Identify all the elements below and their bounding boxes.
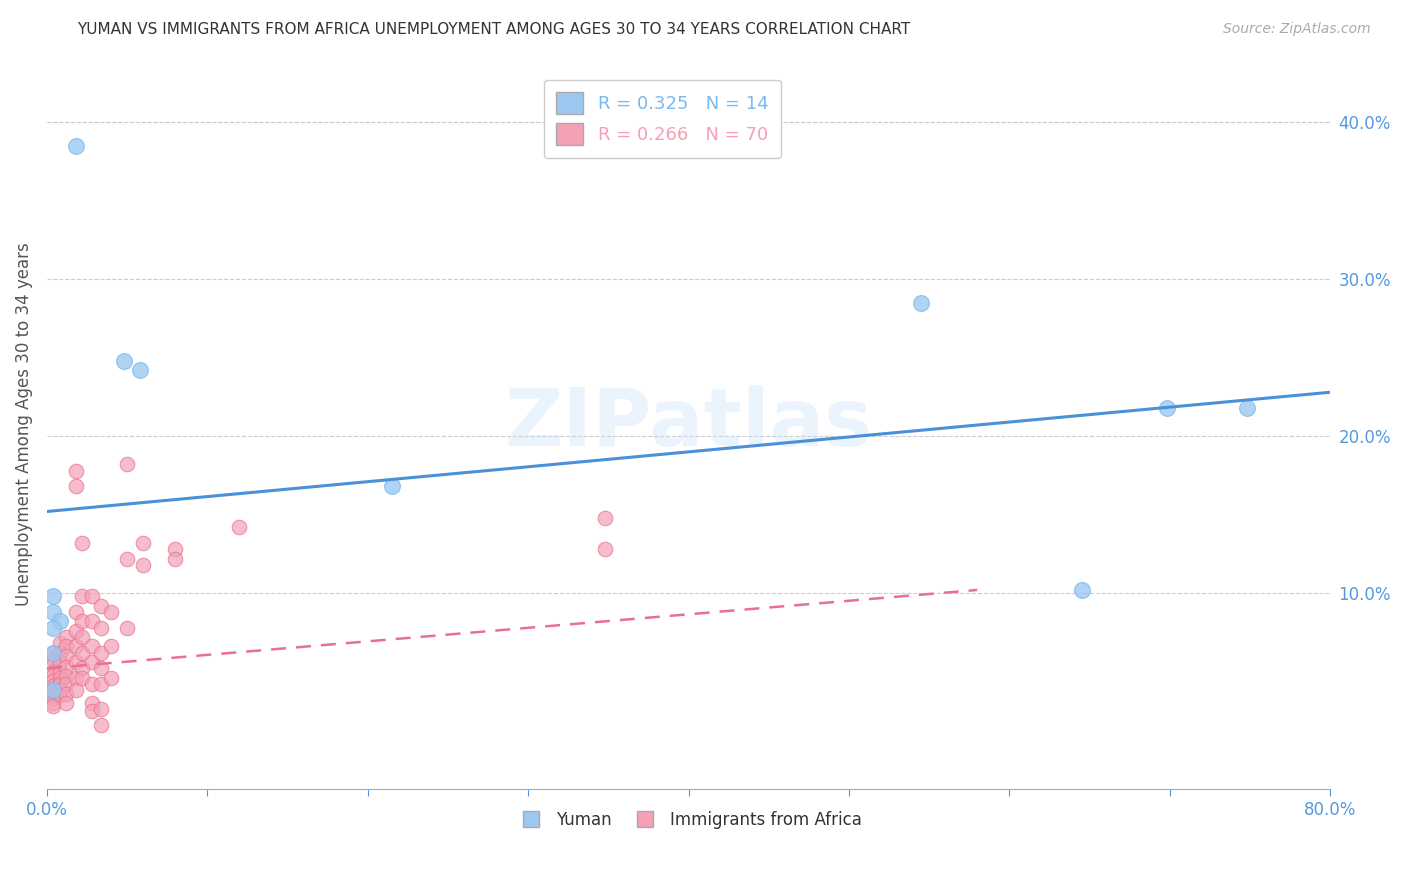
Point <box>100 671 122 685</box>
Point <box>70 615 93 629</box>
Point <box>593 542 616 557</box>
Point <box>48 677 70 691</box>
Point <box>1236 401 1258 415</box>
Point <box>65 605 87 619</box>
Point <box>48 615 70 629</box>
Point <box>42 605 65 619</box>
Point <box>80 696 103 710</box>
Point <box>42 621 65 635</box>
Point <box>65 464 87 478</box>
Point <box>65 683 87 698</box>
Point <box>55 630 77 644</box>
Point <box>381 479 404 493</box>
Point <box>42 683 65 698</box>
Point <box>90 718 112 732</box>
Point <box>70 536 93 550</box>
Point <box>55 696 77 710</box>
Point <box>70 671 93 685</box>
Point <box>42 699 65 714</box>
Point <box>115 458 138 472</box>
Point <box>48 665 70 679</box>
Point <box>165 542 187 557</box>
Point <box>42 683 65 698</box>
Legend: Yuman, Immigrants from Africa: Yuman, Immigrants from Africa <box>508 805 869 836</box>
Point <box>80 589 103 603</box>
Point <box>910 295 932 310</box>
Point <box>90 702 112 716</box>
Y-axis label: Unemployment Among Ages 30 to 34 years: Unemployment Among Ages 30 to 34 years <box>15 243 32 607</box>
Point <box>90 599 112 613</box>
Point <box>100 605 122 619</box>
Point <box>55 677 77 691</box>
Point <box>42 646 65 660</box>
Point <box>90 646 112 660</box>
Point <box>90 677 112 691</box>
Point <box>42 652 65 666</box>
Point <box>48 646 70 660</box>
Point <box>70 661 93 675</box>
Point <box>165 551 187 566</box>
Point <box>48 636 70 650</box>
Point <box>48 655 70 669</box>
Point <box>42 679 65 693</box>
Point <box>80 655 103 669</box>
Point <box>55 640 77 654</box>
Point <box>48 683 70 698</box>
Point <box>80 677 103 691</box>
Point <box>132 536 155 550</box>
Point <box>132 558 155 572</box>
Point <box>70 630 93 644</box>
Point <box>129 363 152 377</box>
Point <box>42 665 65 679</box>
Point <box>112 354 135 368</box>
Text: Source: ZipAtlas.com: Source: ZipAtlas.com <box>1223 22 1371 37</box>
Point <box>65 671 87 685</box>
Point <box>65 139 87 153</box>
Point <box>55 686 77 700</box>
Point <box>115 621 138 635</box>
Point <box>90 661 112 675</box>
Point <box>1070 582 1092 597</box>
Point <box>70 646 93 660</box>
Point <box>90 621 112 635</box>
Point <box>42 669 65 683</box>
Point <box>55 660 77 674</box>
Point <box>42 673 65 688</box>
Point <box>1156 401 1178 415</box>
Point <box>80 640 103 654</box>
Point <box>65 640 87 654</box>
Point <box>42 688 65 702</box>
Point <box>42 658 65 673</box>
Point <box>593 510 616 524</box>
Point <box>42 646 65 660</box>
Point <box>42 696 65 710</box>
Point <box>65 624 87 638</box>
Text: ZIPatlas: ZIPatlas <box>505 385 873 464</box>
Text: YUMAN VS IMMIGRANTS FROM AFRICA UNEMPLOYMENT AMONG AGES 30 TO 34 YEARS CORRELATI: YUMAN VS IMMIGRANTS FROM AFRICA UNEMPLOY… <box>77 22 911 37</box>
Point <box>80 704 103 718</box>
Point <box>70 589 93 603</box>
Point <box>115 551 138 566</box>
Point <box>65 479 87 493</box>
Point <box>48 671 70 685</box>
Point <box>100 640 122 654</box>
Point <box>55 669 77 683</box>
Point <box>42 589 65 603</box>
Point <box>42 691 65 706</box>
Point <box>55 648 77 663</box>
Point <box>65 655 87 669</box>
Point <box>228 520 250 534</box>
Point <box>80 615 103 629</box>
Point <box>48 688 70 702</box>
